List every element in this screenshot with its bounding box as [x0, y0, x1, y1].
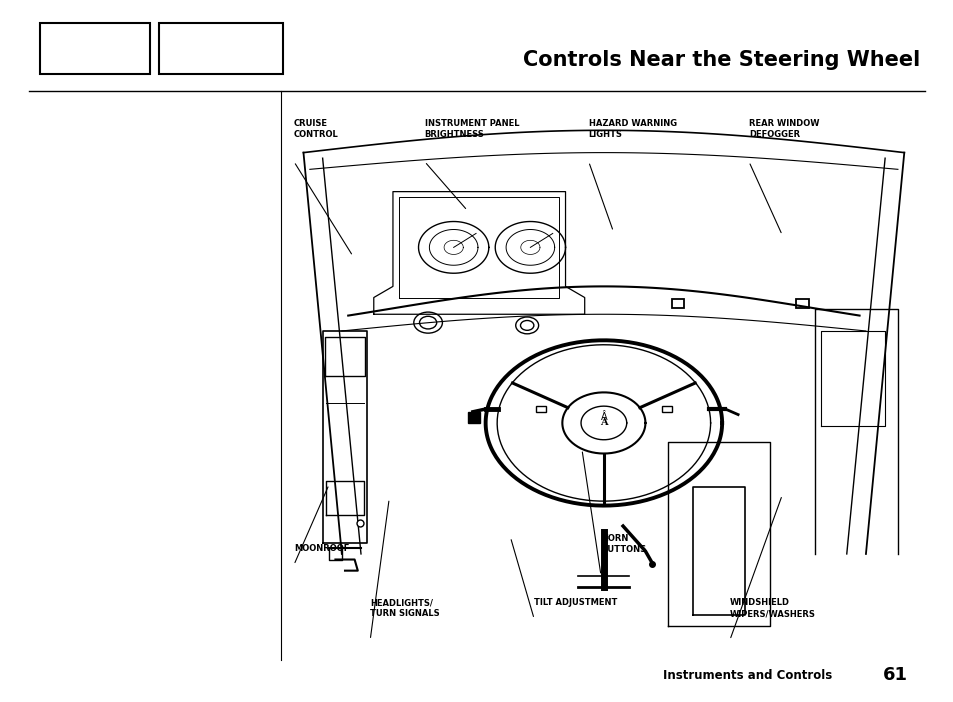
- Bar: [536, 406, 545, 412]
- Text: WINDSHIELD
WIPERS/WASHERS: WINDSHIELD WIPERS/WASHERS: [729, 598, 815, 618]
- Text: MOONROOF: MOONROOF: [294, 544, 349, 553]
- Text: A: A: [599, 418, 607, 428]
- Bar: [671, 299, 683, 308]
- Bar: [159, 23, 283, 74]
- Bar: [468, 411, 479, 423]
- Text: 61: 61: [882, 666, 907, 684]
- Text: CRUISE
CONTROL: CRUISE CONTROL: [294, 119, 338, 140]
- Text: INSTRUMENT PANEL
BRIGHTNESS: INSTRUMENT PANEL BRIGHTNESS: [424, 119, 518, 140]
- Text: TILT ADJUSTMENT: TILT ADJUSTMENT: [534, 598, 617, 607]
- Text: Controls Near the Steering Wheel: Controls Near the Steering Wheel: [523, 50, 920, 69]
- Bar: [40, 23, 150, 74]
- Text: REAR WINDOW
DEFOGGER: REAR WINDOW DEFOGGER: [748, 119, 819, 140]
- Text: Â: Â: [600, 412, 606, 423]
- Text: HAZARD WARNING
LIGHTS: HAZARD WARNING LIGHTS: [588, 119, 676, 140]
- Bar: [661, 406, 671, 412]
- Text: Instruments and Controls: Instruments and Controls: [662, 669, 831, 682]
- Bar: [796, 299, 808, 308]
- Text: HORN
BUTTONS: HORN BUTTONS: [600, 534, 645, 554]
- Text: HEADLIGHTS/
TURN SIGNALS: HEADLIGHTS/ TURN SIGNALS: [370, 598, 439, 618]
